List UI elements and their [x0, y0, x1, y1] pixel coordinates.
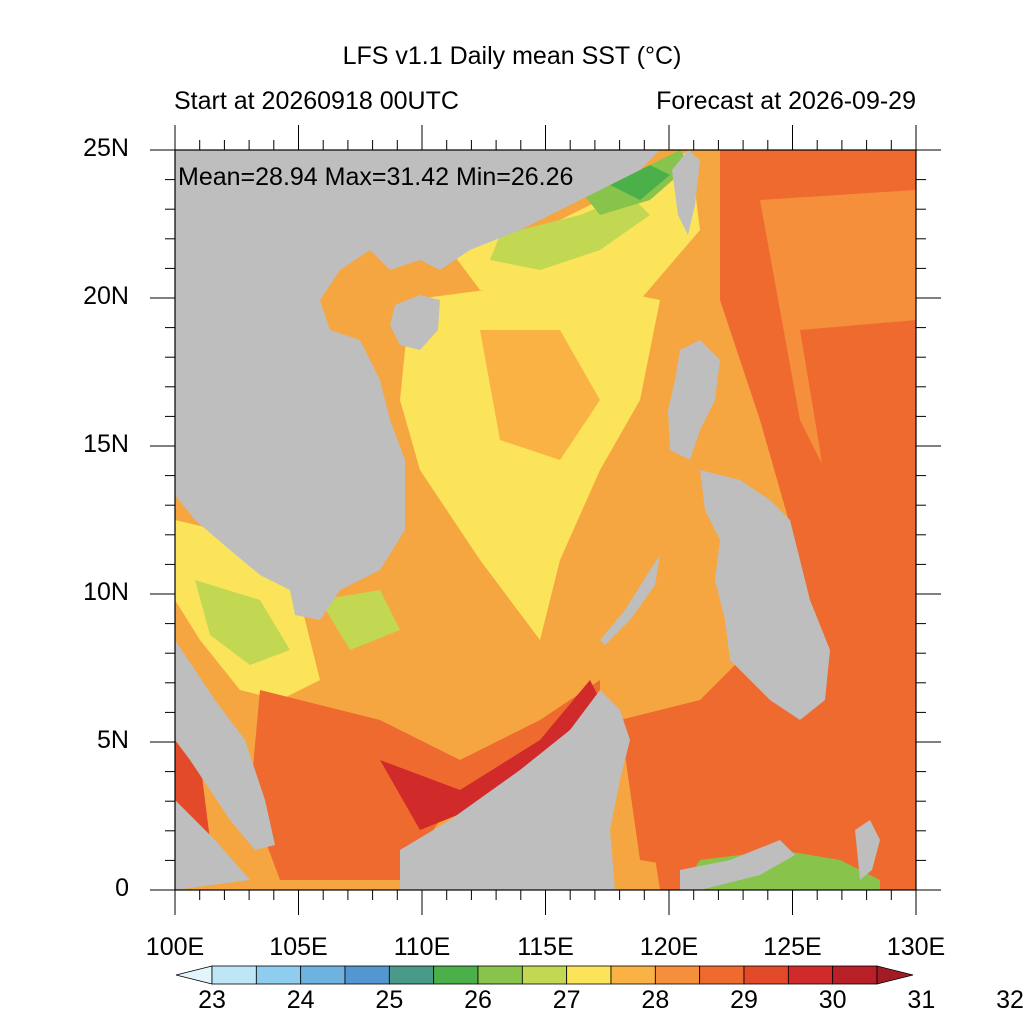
china-coast-green	[490, 195, 650, 270]
lat-label: 20N	[83, 282, 129, 310]
colorbar-box	[610, 965, 656, 985]
lon-label: 105E	[269, 933, 328, 961]
mainland-asia	[175, 150, 660, 620]
sst-field	[175, 150, 916, 890]
gulf-thailand-green	[195, 580, 290, 665]
lon-label: 100E	[145, 933, 205, 961]
halmahera	[855, 820, 880, 880]
lat-label: 10N	[83, 578, 129, 606]
colorbar-box	[211, 965, 257, 985]
colorbar-high-triangle	[876, 965, 914, 985]
colorbar-low-triangle	[175, 965, 213, 985]
map-title: LFS v1.1 Daily mean SST (°C)	[0, 42, 1024, 71]
visayas-mindanao	[700, 470, 830, 720]
colorbar-box	[477, 965, 523, 985]
colorbar-box	[521, 965, 568, 985]
colorbar-label: 25	[375, 986, 404, 1014]
colorbar-box	[743, 965, 789, 985]
scs-central-orange	[480, 330, 600, 460]
lat-label: 0	[115, 874, 129, 902]
luzon	[668, 340, 720, 460]
lat-label: 15N	[83, 430, 129, 458]
lat-label: 25N	[83, 134, 129, 162]
celebes-sea	[620, 700, 820, 870]
colorbar-box	[832, 965, 878, 985]
colorbar-label: 29	[730, 986, 758, 1014]
lon-label: 110E	[393, 933, 451, 961]
colorbar-label: 23	[198, 986, 226, 1014]
vietnam-coast-green	[320, 590, 400, 650]
colorbar-label: 28	[641, 986, 670, 1014]
colorbar-box	[654, 965, 701, 985]
colorbar-box	[787, 965, 834, 985]
hainan-island	[390, 295, 440, 350]
taiwan-strait-cool	[610, 165, 670, 200]
colorbar-label: 31	[907, 986, 936, 1014]
title-unit: °C	[645, 42, 674, 70]
colorbar	[175, 965, 914, 985]
sst-statistics: Mean=28.94 Max=31.42 Min=26.26	[178, 163, 574, 191]
scs-central-yellow	[400, 280, 660, 640]
colorbar-label: 30	[818, 986, 847, 1014]
colorbar-label: 32	[996, 986, 1024, 1014]
lon-label: 125E	[763, 933, 822, 961]
malay-peninsula	[175, 640, 275, 850]
colorbar-box	[433, 965, 479, 985]
borneo-shelf-hot	[380, 680, 600, 830]
colorbar-label: 26	[464, 986, 492, 1014]
colorbar-box	[566, 965, 612, 985]
palawan	[600, 555, 660, 645]
start-time-label: Start at 20260918 00UTC	[174, 87, 459, 115]
title-close: )	[673, 42, 682, 70]
colorbar-box	[388, 965, 435, 985]
lat-label: 5N	[97, 726, 129, 754]
forecast-time-label: Forecast at 2026-09-29	[656, 87, 916, 115]
title-text: LFS v1.1 Daily mean SST (	[342, 42, 646, 70]
colorbar-box	[300, 965, 346, 985]
lon-label: 115E	[517, 933, 574, 961]
borneo	[400, 690, 630, 890]
colorbar-box	[344, 965, 390, 985]
colorbar-box	[699, 965, 745, 985]
sumatra	[175, 800, 250, 890]
sulawesi-north	[680, 840, 795, 890]
axis-ticks	[150, 125, 941, 915]
colorbar-label: 27	[552, 986, 581, 1014]
lon-label: 130E	[886, 933, 946, 961]
lon-label: 120E	[639, 933, 699, 961]
taiwan-island	[672, 150, 700, 235]
colorbar-label: 24	[286, 986, 315, 1014]
colorbar-box	[255, 965, 302, 985]
pacific-warm-core	[800, 320, 916, 620]
